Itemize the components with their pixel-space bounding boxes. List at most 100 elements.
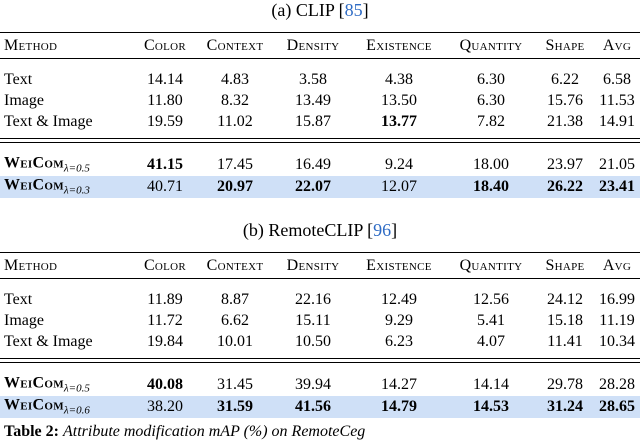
method-name: Text & Image <box>4 113 93 130</box>
cell: 19.59 <box>147 113 183 130</box>
method-param: λ=0.3 <box>63 184 90 197</box>
cell: 14.14 <box>473 376 509 393</box>
rule <box>0 58 640 59</box>
column-header: Quantity <box>459 257 523 274</box>
method-name: Image <box>4 312 44 329</box>
cell: 15.11 <box>295 312 331 329</box>
cell: 10.01 <box>217 333 253 350</box>
caption-label: (b) RemoteCLIP [ <box>242 220 374 240</box>
method-name: Image <box>4 92 44 109</box>
method-name: Text & Image <box>4 333 93 350</box>
cell: 5.41 <box>477 312 505 329</box>
cell: 7.82 <box>477 113 505 130</box>
column-header: Avg <box>602 37 632 54</box>
cell: 22.07 <box>295 178 331 195</box>
column-header: Context <box>206 257 264 274</box>
cell: 15.87 <box>295 113 331 130</box>
cell: 13.77 <box>381 113 417 130</box>
cell: 13.50 <box>381 92 417 109</box>
cell: 10.34 <box>599 333 635 350</box>
caption-ref: 96 <box>373 220 392 240</box>
cell: 11.80 <box>147 92 183 109</box>
cell: 15.18 <box>547 312 583 329</box>
column-header: Shape <box>545 257 585 274</box>
cell: 6.62 <box>221 312 249 329</box>
cell: 14.14 <box>147 71 183 88</box>
column-header: Density <box>286 257 340 274</box>
table-caption: (a) CLIP [85] <box>271 1 368 19</box>
cell: 39.94 <box>295 376 331 393</box>
rule <box>0 138 640 139</box>
caption-ref: 85 <box>344 0 363 20</box>
method-label: WeiCom <box>4 154 64 172</box>
column-header: Color <box>143 257 187 274</box>
column-header: Shape <box>545 37 585 54</box>
cell: 12.56 <box>473 291 509 308</box>
cell: 22.16 <box>295 291 331 308</box>
method-name: WeiComλ=0.5 <box>4 375 90 394</box>
column-header: Density <box>286 37 340 54</box>
highlight <box>0 396 640 418</box>
table-caption: (b) RemoteCLIP [96] <box>243 221 397 239</box>
caption-label: (a) CLIP [ <box>271 0 345 20</box>
cell: 31.45 <box>217 376 253 393</box>
cell: 31.24 <box>547 398 583 415</box>
footer: Table 2: Attribute modification mAP (%) … <box>4 424 365 440</box>
rule <box>0 142 640 143</box>
caption-close: ] <box>362 0 369 20</box>
cell: 10.50 <box>295 333 331 350</box>
cell: 26.22 <box>547 178 583 195</box>
cell: 41.56 <box>295 398 331 415</box>
method-label: WeiCom <box>4 374 64 392</box>
method-name: Text <box>4 71 33 88</box>
cell: 40.71 <box>147 178 183 195</box>
method-label: WeiCom <box>4 176 64 194</box>
cell: 4.38 <box>385 71 413 88</box>
cell: 11.19 <box>599 312 635 329</box>
cell: 9.24 <box>385 156 413 173</box>
method-name: WeiComλ=0.5 <box>4 155 90 174</box>
rule <box>0 358 640 359</box>
cell: 6.30 <box>477 92 505 109</box>
cell: 41.15 <box>147 156 183 173</box>
cell: 16.49 <box>295 156 331 173</box>
cell: 14.27 <box>381 376 417 393</box>
cell: 4.83 <box>221 71 249 88</box>
column-header: Existence <box>366 257 432 274</box>
cell: 18.40 <box>473 178 509 195</box>
cell: 28.65 <box>599 398 635 415</box>
method-param: λ=0.5 <box>63 382 90 395</box>
highlight <box>0 176 640 198</box>
column-header: Existence <box>366 37 432 54</box>
cell: 9.29 <box>385 312 413 329</box>
cell: 23.97 <box>547 156 583 173</box>
column-header: Color <box>143 37 187 54</box>
cell: 14.53 <box>473 398 509 415</box>
cell: 16.99 <box>599 291 635 308</box>
cell: 38.20 <box>147 398 183 415</box>
cell: 24.12 <box>547 291 583 308</box>
cell: 14.91 <box>599 113 635 130</box>
method-name: Text <box>4 291 33 308</box>
column-header: Method <box>4 37 58 54</box>
cell: 14.79 <box>381 398 417 415</box>
cell: 28.28 <box>599 376 635 393</box>
footer-text: Attribute modification mAP (%) on Remote… <box>62 423 366 440</box>
method-param: λ=0.5 <box>63 162 90 175</box>
cell: 11.53 <box>599 92 635 109</box>
cell: 6.23 <box>385 333 413 350</box>
cell: 11.72 <box>147 312 183 329</box>
cell: 4.07 <box>477 333 505 350</box>
cell: 11.02 <box>217 113 253 130</box>
rule <box>0 362 640 363</box>
cell: 8.87 <box>221 291 249 308</box>
rule <box>0 32 640 34</box>
cell: 40.08 <box>147 376 183 393</box>
cell: 6.58 <box>603 71 631 88</box>
method-param: λ=0.6 <box>63 404 90 417</box>
cell: 17.45 <box>217 156 253 173</box>
cell: 29.78 <box>547 376 583 393</box>
column-header: Quantity <box>459 37 523 54</box>
cell: 11.89 <box>147 291 183 308</box>
